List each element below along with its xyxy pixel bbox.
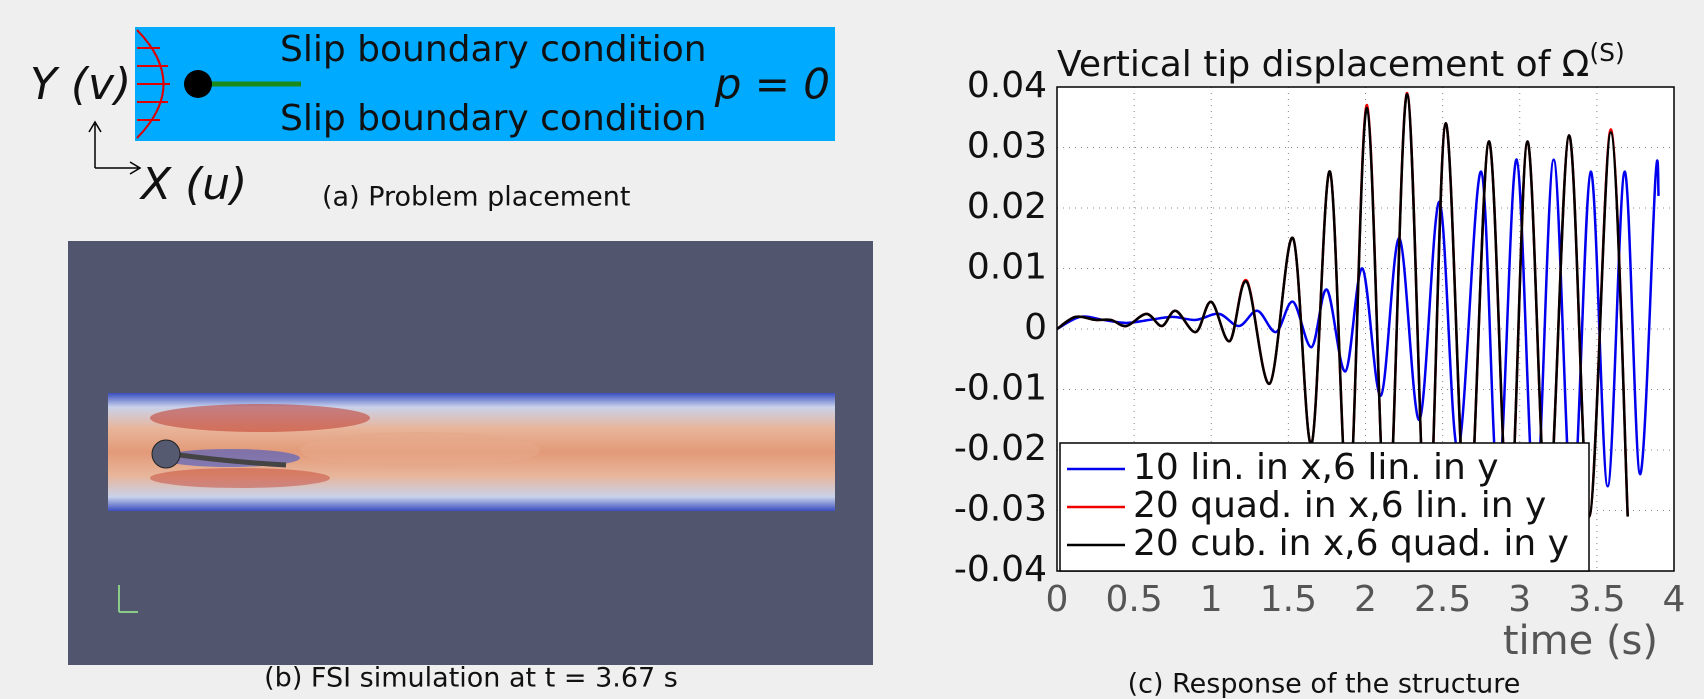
- axis-label: Y (v): [30, 59, 131, 110]
- x-tick-label: 3: [1508, 579, 1531, 620]
- y-tick-label: 0: [1024, 307, 1047, 348]
- vortex: [150, 404, 370, 432]
- chart-title-main: Vertical tip displacement of Ω: [1057, 44, 1589, 85]
- y-tick-label: 0.03: [967, 126, 1047, 167]
- outlet-label: p = 0: [714, 60, 830, 109]
- x-tick-label: 2: [1354, 579, 1377, 620]
- chart-title: Vertical tip displacement of Ω(S): [1057, 38, 1625, 85]
- legend-label: 20 cub. in x,6 quad. in y: [1133, 523, 1569, 564]
- panel-c: (c) Response of the structure -0.04 -0.03…: [954, 38, 1686, 699]
- y-tick-label: -0.01: [954, 368, 1047, 409]
- y-tick-label: -0.02: [954, 428, 1047, 469]
- cylinder: [184, 70, 212, 98]
- legend-label: 10 lin. in x,6 lin. in y: [1133, 447, 1499, 488]
- orientation-triad: [118, 585, 138, 613]
- x-tick-label: 2.5: [1414, 579, 1471, 620]
- cylinder: [151, 439, 181, 469]
- caption: (a) Problem placement: [322, 182, 630, 213]
- axes-icon: [88, 120, 142, 175]
- legend-box: [1059, 442, 1590, 572]
- flap: [171, 451, 287, 468]
- chart-title-superscript: (S): [1589, 38, 1624, 67]
- inflow-arrows: [137, 47, 170, 121]
- wake: [300, 432, 540, 468]
- x-tick-label: 0.5: [1105, 579, 1162, 620]
- caption: (b) FSI simulation at t = 3.67 s: [264, 663, 678, 694]
- x-tick-label: 0: [1046, 579, 1069, 620]
- panel-a: Slip boundary condition Slip boundary co…: [30, 27, 835, 213]
- panel-b: (b) FSI simulation at t = 3.67 s: [68, 241, 873, 694]
- x-tick-label: 3.5: [1568, 579, 1625, 620]
- y-tick-label: -0.04: [954, 549, 1047, 590]
- vortex: [150, 468, 330, 488]
- wall-label: Slip boundary condition: [280, 98, 707, 139]
- y-tick-label: 0.04: [967, 65, 1047, 106]
- caption: (c) Response of the structure: [1128, 669, 1521, 699]
- y-tick-label: -0.03: [954, 489, 1047, 530]
- y-tick-label: 0.02: [967, 186, 1047, 227]
- y-tick-label: 0.01: [967, 247, 1047, 288]
- wall-label: Slip boundary condition: [280, 29, 707, 70]
- axis-label: X (u): [139, 159, 247, 210]
- legend-label: 20 quad. in x,6 lin. in y: [1133, 485, 1546, 526]
- x-tick-label: 4: [1663, 579, 1686, 620]
- x-tick-label: 1.5: [1260, 579, 1317, 620]
- x-tick-label: 1: [1200, 579, 1223, 620]
- x-axis-label: time (s): [1503, 618, 1658, 664]
